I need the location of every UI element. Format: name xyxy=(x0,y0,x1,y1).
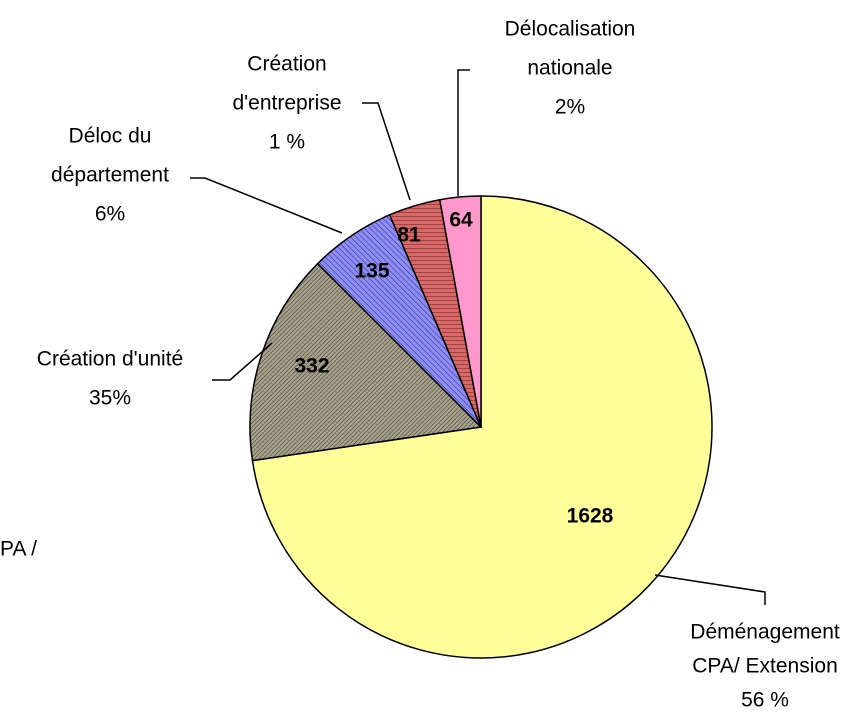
leader-line xyxy=(457,69,470,196)
slice-label: Déloc du xyxy=(69,125,152,148)
pie-slice xyxy=(249,262,483,462)
slice-label: Création d'unité xyxy=(37,348,183,371)
leader-line xyxy=(654,574,766,605)
slice-label: Déménagement xyxy=(690,621,840,644)
slice-percent: 56 % xyxy=(741,689,789,712)
pie-slice xyxy=(251,195,713,659)
leader-line xyxy=(190,177,343,234)
slice-percent: 2% xyxy=(555,96,585,119)
slice-label: département xyxy=(51,164,169,187)
data-label: 332 xyxy=(294,355,329,378)
data-label: 64 xyxy=(449,209,473,232)
slice-percent: 6% xyxy=(95,203,125,226)
slice-label: CPA/ Extension xyxy=(692,655,838,678)
leader-line xyxy=(212,342,273,381)
slice-label: nationale xyxy=(527,57,612,80)
slice-percent: 1 % xyxy=(269,131,305,154)
slice-label: Délocalisation xyxy=(505,18,636,41)
data-label: 81 xyxy=(397,224,421,247)
slice-percent: 35% xyxy=(89,387,131,410)
annotation: PA / xyxy=(0,538,37,561)
slice-label: d'entreprise xyxy=(232,92,341,115)
leader-line xyxy=(362,102,411,201)
pie-slice xyxy=(438,195,482,428)
data-label: 135 xyxy=(354,260,389,283)
data-label: 1628 xyxy=(567,505,614,528)
slice-label: Création xyxy=(247,53,326,76)
